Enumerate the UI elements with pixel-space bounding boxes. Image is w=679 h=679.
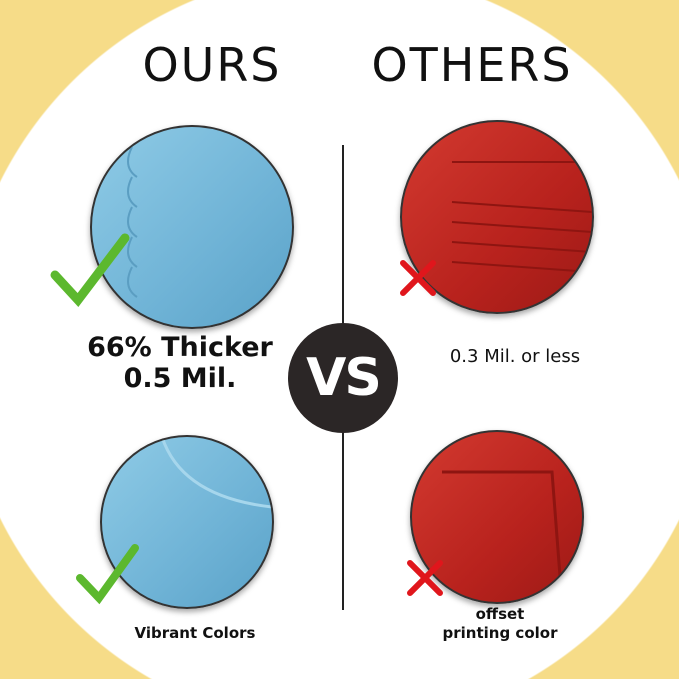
x-mark-icon: [407, 560, 443, 596]
ours-header: OURS: [142, 38, 282, 92]
ours-thickness-line1: 66% Thicker: [87, 332, 273, 363]
others-color-text: offset printing color: [410, 605, 590, 643]
ours-color-photo: [100, 435, 274, 609]
x-mark-icon: [400, 260, 436, 296]
checkmark-icon: [76, 544, 139, 605]
vs-badge: VS: [288, 323, 398, 433]
others-color-photo: [410, 430, 584, 604]
others-color-line1: offset: [475, 605, 525, 623]
ours-color-text: Vibrant Colors: [134, 624, 256, 642]
others-color-line2: printing color: [442, 624, 558, 642]
ours-thickness-photo: [90, 125, 294, 329]
ours-thickness-text: 66% Thicker 0.5 Mil.: [60, 332, 300, 394]
others-thickness-text: 0.3 Mil. or less: [449, 346, 581, 367]
others-header: OTHERS: [371, 38, 573, 92]
ours-thickness-line2: 0.5 Mil.: [123, 363, 237, 394]
checkmark-icon: [50, 233, 130, 308]
others-thickness-photo: [400, 120, 594, 314]
